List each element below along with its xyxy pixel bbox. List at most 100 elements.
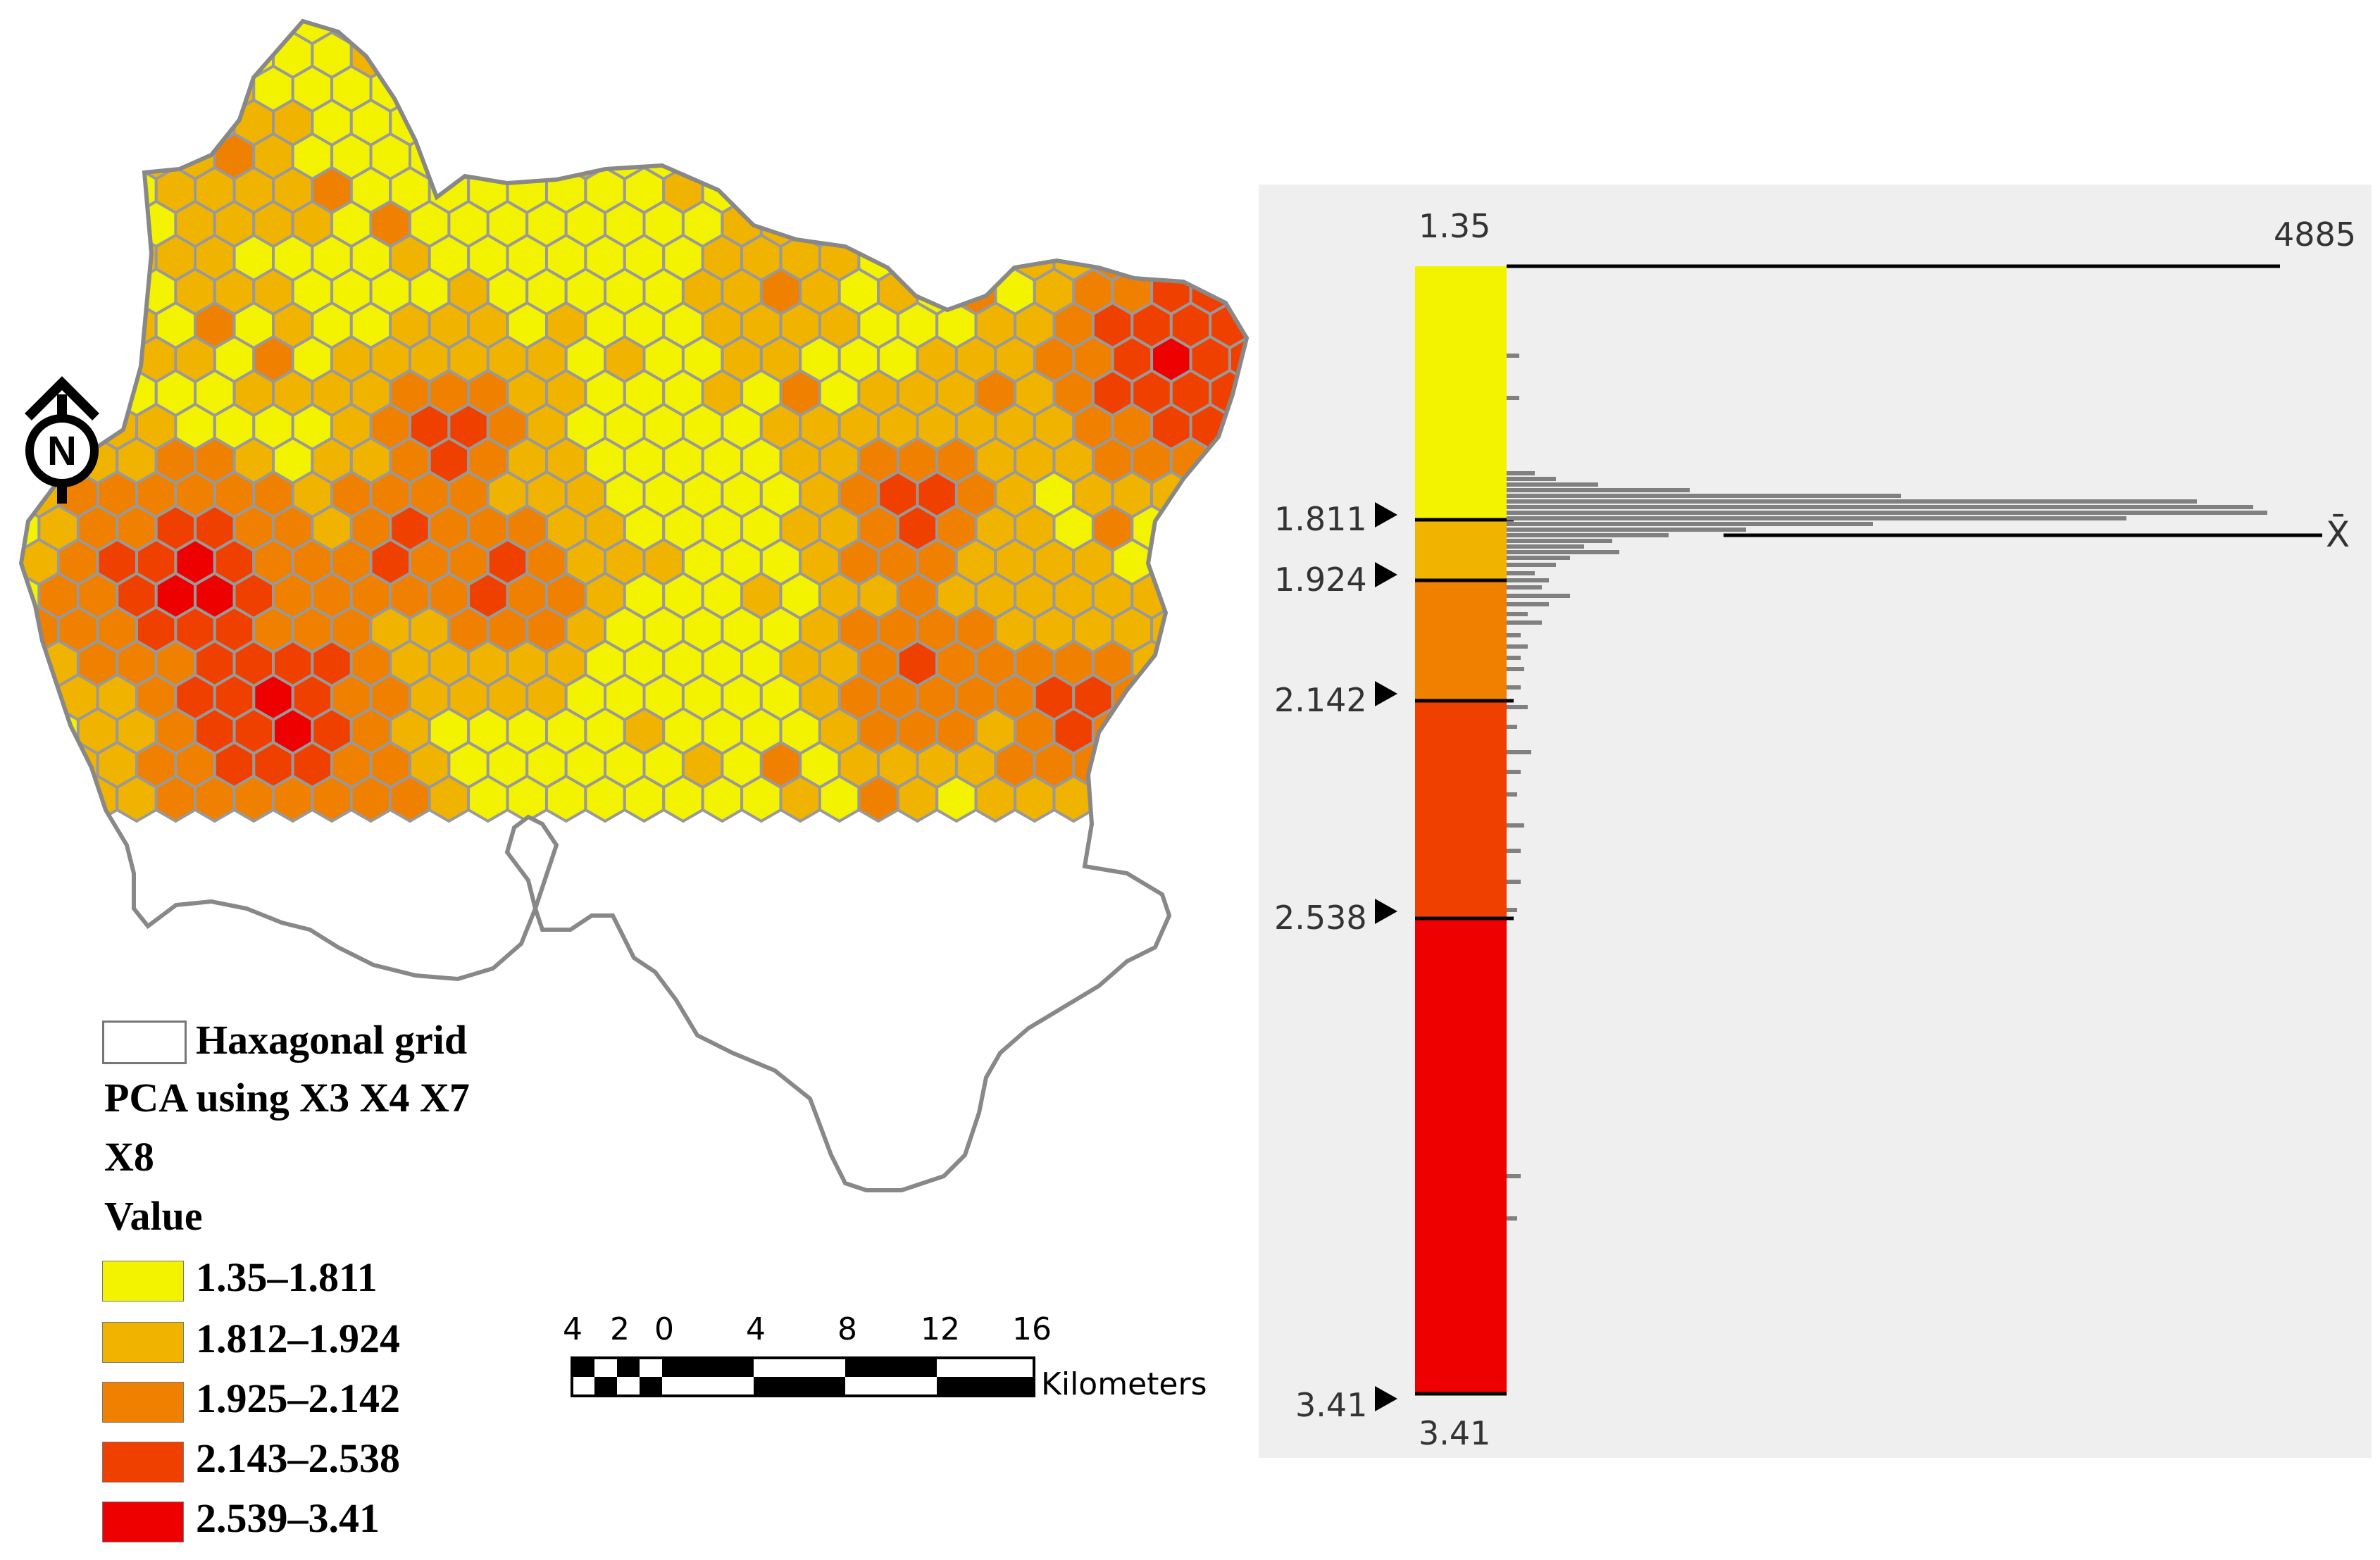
histogram-max-count: 4885 bbox=[2274, 216, 2357, 254]
hex-cell bbox=[57, 335, 99, 384]
hex-cell bbox=[135, 64, 177, 113]
histogram-bottom-label: 3.41 bbox=[1419, 1414, 1491, 1452]
hex-cell bbox=[1209, 436, 1247, 485]
histogram-bar bbox=[1507, 1174, 1521, 1178]
hex-cell bbox=[21, 98, 41, 147]
north-arrow-icon: N bbox=[25, 376, 99, 504]
hex-cell bbox=[0, 607, 20, 652]
hex-cell bbox=[1250, 438, 1254, 483]
hex-cell bbox=[1014, 774, 1056, 823]
hex-cell bbox=[1209, 30, 1247, 80]
hex-cell bbox=[954, 132, 997, 181]
class-swatch-3 bbox=[102, 1382, 184, 1423]
break-marker-3 bbox=[1375, 681, 1397, 706]
histogram-bar bbox=[1507, 522, 1873, 526]
hex-cell bbox=[1228, 537, 1247, 587]
hex-cell bbox=[837, 21, 880, 46]
hex-cell bbox=[21, 774, 41, 823]
hex-cell bbox=[1169, 774, 1212, 823]
hex-cell bbox=[428, 98, 471, 147]
hex-cell bbox=[623, 30, 666, 80]
hex-cell bbox=[1250, 506, 1254, 551]
hex-cell bbox=[974, 166, 1017, 215]
hex-cell bbox=[1209, 98, 1247, 147]
hex-cell bbox=[1130, 30, 1173, 80]
hex-cell bbox=[0, 472, 20, 517]
hex-cell bbox=[21, 21, 61, 46]
hex-cell bbox=[564, 64, 607, 113]
class-label-5: 2.539–3.41 bbox=[196, 1495, 380, 1541]
hex-cell bbox=[1091, 774, 1134, 823]
histogram-bar bbox=[1507, 578, 1549, 582]
hex-cell bbox=[642, 64, 685, 113]
scale-tick-label: 8 bbox=[837, 1311, 857, 1347]
study-area-outline bbox=[18, 18, 1250, 1192]
hex-cell bbox=[96, 267, 138, 316]
hex-cell bbox=[974, 774, 1017, 823]
hex-cell bbox=[0, 404, 20, 449]
hex-cell bbox=[896, 30, 939, 80]
hex-cell bbox=[428, 774, 471, 823]
hex-cell bbox=[486, 21, 529, 46]
histogram-bar bbox=[1507, 494, 1901, 498]
hex-cell bbox=[0, 201, 20, 247]
hex-cell bbox=[1150, 64, 1192, 113]
hex-cell bbox=[154, 774, 197, 823]
hex-cell bbox=[837, 199, 880, 249]
hex-cell bbox=[21, 335, 61, 384]
grid-legend-label: Haxagonal grid bbox=[196, 1017, 468, 1063]
hex-cell bbox=[604, 64, 646, 113]
hex-cell bbox=[76, 98, 119, 147]
hex-cell bbox=[662, 30, 704, 80]
histogram-bar bbox=[1507, 556, 1570, 560]
hex-cell bbox=[1072, 199, 1114, 249]
hex-cell bbox=[877, 199, 919, 249]
hex-cell bbox=[1169, 30, 1212, 80]
histogram-bar bbox=[1507, 770, 1521, 774]
hex-cell bbox=[1228, 132, 1247, 181]
hex-cell bbox=[525, 132, 568, 181]
hex-cell bbox=[1111, 199, 1154, 249]
hex-cell bbox=[818, 774, 861, 823]
hex-cell bbox=[1130, 706, 1173, 756]
hex-cell bbox=[116, 98, 158, 147]
hex-cell bbox=[896, 774, 939, 823]
scale-tick-label: 16 bbox=[1012, 1311, 1052, 1347]
histogram-bar bbox=[1507, 516, 2126, 520]
hex-cell bbox=[369, 21, 411, 46]
hex-cell bbox=[447, 132, 490, 181]
hex-cell bbox=[1150, 199, 1192, 249]
hex-cell bbox=[818, 166, 861, 215]
hex-cell bbox=[76, 233, 119, 282]
hex-cell bbox=[37, 30, 80, 80]
hex-cell bbox=[1014, 166, 1056, 215]
hex-cell bbox=[877, 132, 919, 181]
scale-tick-label: 12 bbox=[921, 1311, 960, 1347]
hex-cell bbox=[21, 166, 41, 215]
hex-cell bbox=[0, 742, 20, 787]
histogram-bar bbox=[1507, 550, 1619, 554]
hex-cell bbox=[916, 64, 958, 113]
hex-cell bbox=[1228, 267, 1247, 316]
hex-cell bbox=[506, 774, 548, 823]
histogram-chart bbox=[1415, 264, 2322, 1396]
hex-cell bbox=[584, 30, 626, 80]
hex-cell bbox=[467, 774, 509, 823]
class-label-2: 1.812–1.924 bbox=[196, 1316, 400, 1361]
hex-cell bbox=[877, 21, 919, 46]
hex-cell bbox=[721, 132, 763, 181]
break-marker-5 bbox=[1375, 1386, 1397, 1411]
hex-cell bbox=[1169, 706, 1212, 756]
histogram-bar bbox=[1507, 725, 1517, 729]
hex-cell bbox=[1169, 571, 1212, 620]
histogram-bar bbox=[1507, 1216, 1517, 1221]
hex-cell bbox=[1209, 233, 1247, 282]
hex-cell bbox=[21, 740, 61, 790]
hex-cell bbox=[1169, 98, 1212, 147]
histogram-bar bbox=[1507, 594, 1570, 598]
hex-cell bbox=[1130, 98, 1173, 147]
hex-cell bbox=[545, 774, 587, 823]
hex-cell bbox=[759, 21, 802, 46]
hex-cell bbox=[154, 30, 197, 80]
hex-cell bbox=[1150, 132, 1192, 181]
